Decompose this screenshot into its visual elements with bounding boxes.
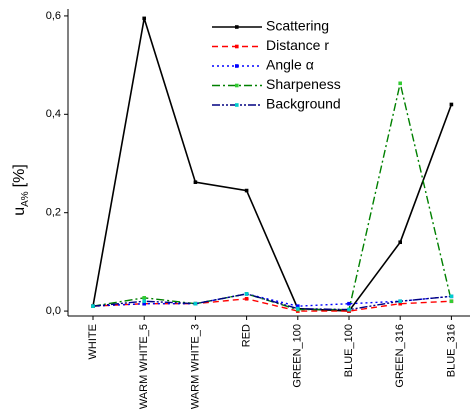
data-point xyxy=(142,299,146,304)
series-line xyxy=(92,293,452,311)
data-point xyxy=(296,304,300,308)
x-tick-label: BLUE_316 xyxy=(445,324,457,377)
data-point xyxy=(449,299,454,304)
data-point xyxy=(193,180,198,184)
legend-label: Angle α xyxy=(266,57,314,73)
x-tick-label: WARM WHITE_5 xyxy=(138,324,150,409)
series-line xyxy=(92,18,453,312)
y-tick-label: 0,0 xyxy=(46,305,61,317)
x-tick-label: GREEN_100 xyxy=(292,324,304,388)
data-point xyxy=(91,304,95,308)
legend-marker xyxy=(235,44,239,49)
data-point xyxy=(142,16,146,21)
data-point xyxy=(244,296,249,301)
data-point xyxy=(296,306,300,311)
data-point xyxy=(398,240,402,245)
y-tick-label: 0,4 xyxy=(46,108,61,120)
data-point xyxy=(398,301,402,306)
x-tick-label: WHITE xyxy=(87,324,99,359)
data-point xyxy=(449,294,454,299)
x-tick-label: RED xyxy=(241,324,253,347)
x-tick-label: BLUE_100 xyxy=(343,324,355,377)
data-point xyxy=(347,307,351,312)
legend-label: Scattering xyxy=(266,18,329,34)
data-point xyxy=(142,295,146,300)
data-point xyxy=(398,81,402,86)
legend-label: Background xyxy=(266,96,341,112)
legend-marker xyxy=(235,64,239,68)
data-point xyxy=(347,301,351,306)
x-tick-label: GREEN_316 xyxy=(394,324,406,388)
y-label-main: u xyxy=(11,207,28,216)
data-point xyxy=(244,188,249,193)
data-point xyxy=(193,301,198,306)
legend-label: Sharpeness xyxy=(266,76,341,92)
data-point xyxy=(398,299,402,304)
series-line xyxy=(92,293,452,307)
series-line xyxy=(92,298,452,312)
data-point xyxy=(449,102,454,107)
y-tick-label: 0,2 xyxy=(46,207,61,219)
data-point xyxy=(244,292,249,296)
y-axis-label: uA% [%] xyxy=(11,164,31,216)
legend-marker xyxy=(235,83,239,88)
y-label-sub: A% xyxy=(20,191,31,207)
y-tick-label: 0,6 xyxy=(46,10,61,22)
legend-label: Distance r xyxy=(266,37,329,53)
series-line xyxy=(92,83,453,311)
data-point xyxy=(142,301,146,306)
legend-marker xyxy=(235,103,239,107)
y-label-unit: [%] xyxy=(11,164,28,187)
legend-marker xyxy=(235,25,239,29)
x-tick-label: WARM WHITE_3 xyxy=(189,324,201,409)
